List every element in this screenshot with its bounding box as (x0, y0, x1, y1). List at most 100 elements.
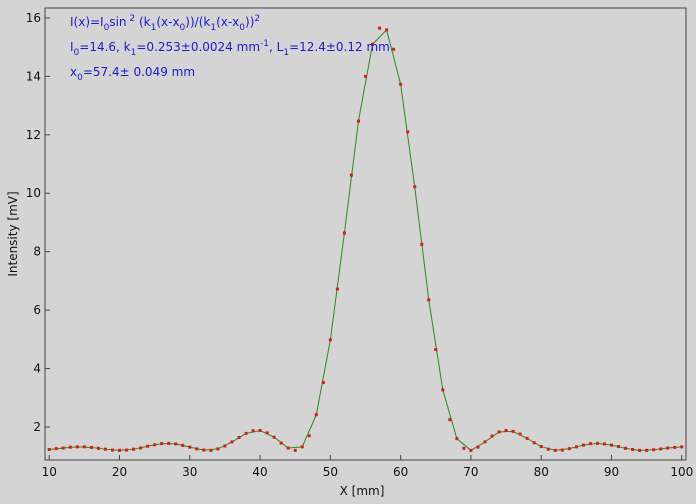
data-point (680, 445, 684, 449)
data-point (103, 447, 107, 451)
data-point (300, 445, 304, 449)
annotation-part: 0 (239, 23, 245, 33)
y-tick-label: 12 (26, 128, 41, 142)
x-axis-label: X [mm] (340, 484, 385, 498)
data-point (399, 82, 403, 86)
annotation-part: 0 (180, 23, 186, 33)
data-point (455, 437, 459, 441)
data-point (539, 445, 543, 449)
data-point (371, 42, 375, 46)
data-point (413, 185, 417, 189)
x-tick-label: 70 (463, 465, 478, 479)
data-point (659, 447, 663, 451)
annotation-part: )) (245, 15, 254, 29)
data-point (146, 444, 150, 448)
data-point (188, 445, 192, 449)
data-point (82, 445, 86, 449)
x-tick-label: 20 (112, 465, 127, 479)
annotation-part: (x-x (216, 15, 239, 29)
data-point (588, 442, 592, 446)
annotation-part: x (70, 65, 77, 79)
annotation-part: sin (109, 15, 126, 29)
data-point (61, 446, 65, 450)
data-point (230, 440, 234, 444)
x-tick-label: 100 (670, 465, 693, 479)
y-tick-label: 16 (26, 11, 41, 25)
annotation-part: 0 (77, 73, 83, 83)
annotation-part: (k (135, 15, 150, 29)
data-point (638, 448, 642, 452)
data-point (132, 447, 136, 451)
annotation-part: 1 (151, 23, 157, 33)
data-point (237, 436, 241, 440)
annotation-part: 1 (210, 23, 216, 33)
data-point (216, 447, 220, 451)
data-point (652, 448, 656, 452)
data-point (448, 418, 452, 422)
annotation-part: 0 (104, 23, 110, 33)
y-axis-label: Intensity [mV] (6, 191, 20, 276)
data-point (160, 442, 164, 446)
data-point (602, 442, 606, 446)
data-point (490, 434, 494, 438)
annotation-part: (x-x (156, 15, 179, 29)
data-point (666, 446, 670, 450)
data-point (47, 447, 51, 451)
data-point (265, 431, 269, 435)
data-point (110, 448, 114, 452)
data-point (153, 443, 157, 447)
x-tick-label: 80 (534, 465, 549, 479)
data-point (68, 445, 72, 449)
annotation-part: 0 (74, 48, 80, 58)
data-point (125, 448, 129, 452)
data-point (139, 446, 143, 450)
data-point (378, 26, 382, 30)
x-tick-label: 40 (252, 465, 267, 479)
data-point (581, 443, 585, 447)
annotation-part: ))/(k (185, 15, 210, 29)
data-point (272, 435, 276, 439)
data-point (118, 448, 122, 452)
data-point (349, 173, 353, 177)
data-point (434, 348, 438, 352)
data-point (392, 47, 396, 51)
y-tick-label: 10 (26, 186, 41, 200)
data-point (609, 443, 613, 447)
data-point (279, 441, 283, 445)
data-point (476, 445, 480, 449)
y-tick-label: 2 (33, 420, 41, 434)
data-point (631, 447, 635, 451)
annotation-part: 1 (131, 48, 137, 58)
data-point (244, 431, 248, 435)
y-tick-label: 4 (33, 362, 41, 376)
data-point (518, 432, 522, 436)
data-point (314, 413, 318, 417)
data-point (560, 448, 564, 452)
annotation: x0=57.4± 0.049 mm (70, 65, 195, 83)
data-point (385, 28, 389, 32)
data-point (195, 447, 199, 451)
data-point (209, 448, 213, 452)
data-point (342, 231, 346, 235)
annotation-part: I (70, 40, 74, 54)
data-point (321, 381, 325, 385)
data-point (75, 445, 79, 449)
data-point (223, 444, 227, 448)
data-point (427, 298, 431, 302)
data-point (645, 448, 649, 452)
data-point (462, 446, 466, 450)
data-point (532, 441, 536, 445)
y-tick-label: 14 (26, 69, 41, 83)
x-tick-label: 10 (42, 465, 57, 479)
data-point (406, 130, 410, 134)
annotation-part: 2 (254, 14, 260, 24)
annotation-part: -1 (260, 39, 269, 49)
data-point (525, 436, 529, 440)
data-point (469, 448, 473, 452)
data-point (202, 448, 206, 452)
data-point (546, 447, 550, 451)
data-point (181, 443, 185, 447)
data-point (617, 445, 621, 449)
x-tick-label: 50 (323, 465, 338, 479)
data-point (441, 388, 445, 392)
